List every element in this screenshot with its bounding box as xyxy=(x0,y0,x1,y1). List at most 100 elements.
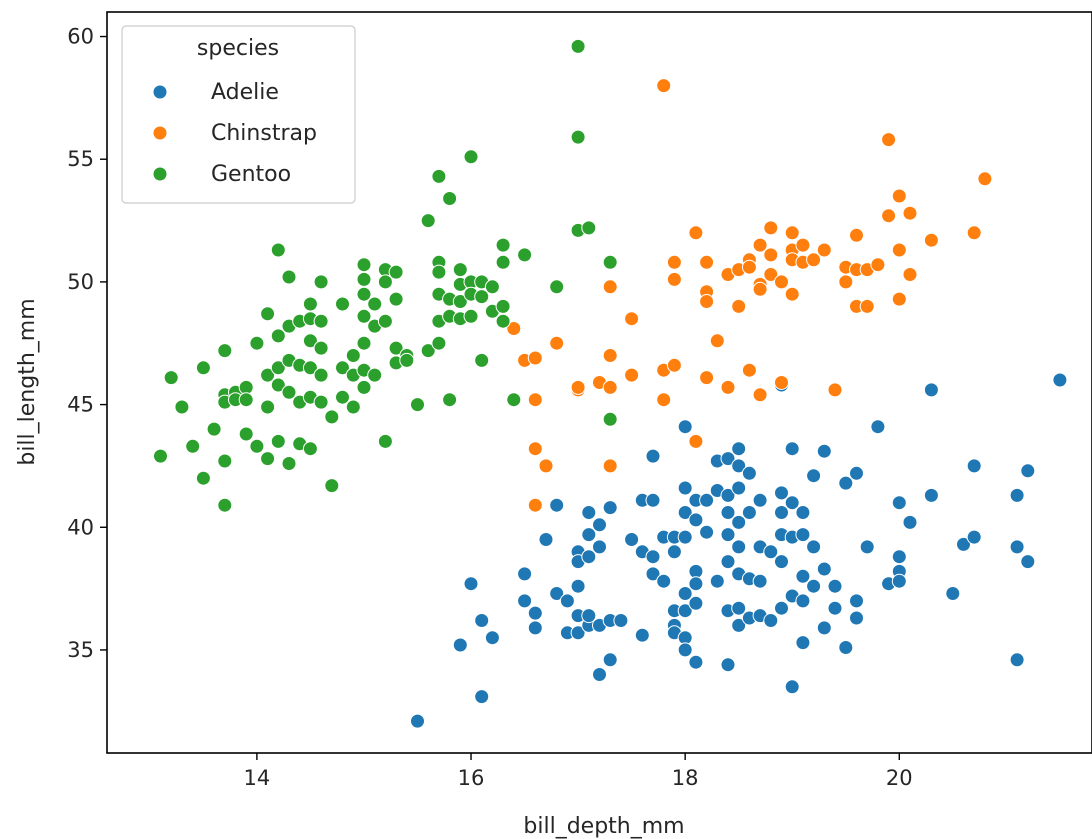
point-gentoo-93 xyxy=(463,149,479,165)
point-adelie-122 xyxy=(870,419,886,435)
point-adelie-6 xyxy=(517,566,533,582)
point-gentoo-6 xyxy=(206,421,222,437)
point-gentoo-49 xyxy=(324,478,340,494)
point-adelie-62 xyxy=(699,492,715,508)
point-chinstrap-45 xyxy=(774,375,789,390)
point-gentoo-11 xyxy=(217,497,233,513)
point-chinstrap-66 xyxy=(891,291,907,307)
point-gentoo-60 xyxy=(356,335,372,351)
point-gentoo-1 xyxy=(163,370,179,386)
point-gentoo-113 xyxy=(602,254,618,270)
point-adelie-133 xyxy=(966,458,982,474)
legend-marker-adelie xyxy=(153,85,167,99)
point-adelie-116 xyxy=(838,475,854,491)
point-chinstrap-24 xyxy=(688,433,704,449)
point-gentoo-55 xyxy=(345,399,361,415)
point-chinstrap-12 xyxy=(602,348,618,363)
point-chinstrap-49 xyxy=(784,286,800,302)
point-chinstrap-28 xyxy=(699,370,715,386)
point-chinstrap-15 xyxy=(624,311,640,327)
point-gentoo-48 xyxy=(324,409,340,425)
point-adelie-7 xyxy=(517,593,533,609)
point-adelie-106 xyxy=(795,593,811,609)
point-adelie-19 xyxy=(570,625,586,641)
point-chinstrap-35 xyxy=(741,259,757,275)
point-chinstrap-53 xyxy=(816,242,832,258)
point-chinstrap-14 xyxy=(602,458,618,474)
point-adelie-38 xyxy=(645,492,661,508)
point-chinstrap-62 xyxy=(870,257,886,273)
point-adelie-132 xyxy=(956,536,971,552)
point-chinstrap-19 xyxy=(656,392,672,408)
point-adelie-37 xyxy=(645,448,661,464)
point-gentoo-50 xyxy=(335,296,350,312)
point-adelie-59 xyxy=(688,576,704,592)
point-gentoo-17 xyxy=(249,335,265,351)
point-chinstrap-70 xyxy=(923,232,939,248)
point-adelie-140 xyxy=(1052,372,1068,388)
point-chinstrap-2 xyxy=(527,350,543,366)
point-chinstrap-71 xyxy=(966,225,982,241)
point-gentoo-3 xyxy=(185,438,201,454)
point-adelie-102 xyxy=(784,679,800,695)
point-adelie-5 xyxy=(463,576,479,592)
legend-marker-gentoo xyxy=(153,167,167,181)
point-adelie-110 xyxy=(806,578,822,594)
point-adelie-93 xyxy=(774,505,789,520)
point-adelie-78 xyxy=(731,539,747,555)
point-adelie-51 xyxy=(677,529,693,545)
point-chinstrap-13 xyxy=(602,379,618,395)
point-chinstrap-40 xyxy=(752,387,768,403)
point-adelie-26 xyxy=(592,539,607,555)
point-adelie-25 xyxy=(592,517,607,533)
point-adelie-69 xyxy=(720,505,736,520)
point-gentoo-0 xyxy=(153,448,168,464)
point-gentoo-4 xyxy=(195,360,211,376)
point-adelie-86 xyxy=(752,492,768,508)
point-gentoo-58 xyxy=(356,286,372,302)
point-adelie-52 xyxy=(677,586,693,601)
point-gentoo-40 xyxy=(302,360,318,376)
x-tick-label-2: 18 xyxy=(672,766,699,790)
point-chinstrap-39 xyxy=(752,281,768,297)
point-chinstrap-5 xyxy=(527,497,543,513)
point-chinstrap-63 xyxy=(881,208,897,224)
point-gentoo-76 xyxy=(410,397,425,413)
point-adelie-129 xyxy=(923,382,939,398)
point-adelie-80 xyxy=(731,600,747,616)
y-axis-label: bill_length_mm xyxy=(15,298,40,465)
point-gentoo-106 xyxy=(506,392,522,408)
point-adelie-75 xyxy=(731,458,747,474)
y-tick-label-1: 40 xyxy=(67,515,94,539)
point-adelie-68 xyxy=(720,487,736,503)
point-gentoo-20 xyxy=(260,367,276,383)
point-chinstrap-6 xyxy=(538,458,554,474)
point-gentoo-2 xyxy=(174,399,190,415)
point-gentoo-19 xyxy=(260,306,276,322)
point-chinstrap-21 xyxy=(666,271,682,287)
point-chinstrap-27 xyxy=(699,294,715,309)
point-adelie-11 xyxy=(549,497,565,513)
point-gentoo-51 xyxy=(335,360,350,376)
point-adelie-92 xyxy=(774,485,789,501)
point-adelie-136 xyxy=(1009,539,1025,555)
point-chinstrap-51 xyxy=(795,237,811,253)
point-adelie-10 xyxy=(538,532,554,547)
point-gentoo-28 xyxy=(281,269,297,285)
y-tick-label-2: 45 xyxy=(67,393,94,417)
point-gentoo-112 xyxy=(581,220,597,236)
point-chinstrap-52 xyxy=(806,252,822,268)
point-chinstrap-68 xyxy=(902,205,918,221)
point-adelie-33 xyxy=(624,532,640,547)
legend-marker-chinstrap xyxy=(153,126,167,140)
point-gentoo-63 xyxy=(367,296,383,312)
point-chinstrap-67 xyxy=(891,188,907,204)
point-gentoo-31 xyxy=(281,384,297,400)
legend-box xyxy=(121,25,356,204)
point-gentoo-59 xyxy=(356,308,372,324)
point-adelie-39 xyxy=(645,549,661,565)
point-adelie-90 xyxy=(763,544,779,560)
point-gentoo-111 xyxy=(570,129,586,145)
point-chinstrap-42 xyxy=(763,247,779,263)
